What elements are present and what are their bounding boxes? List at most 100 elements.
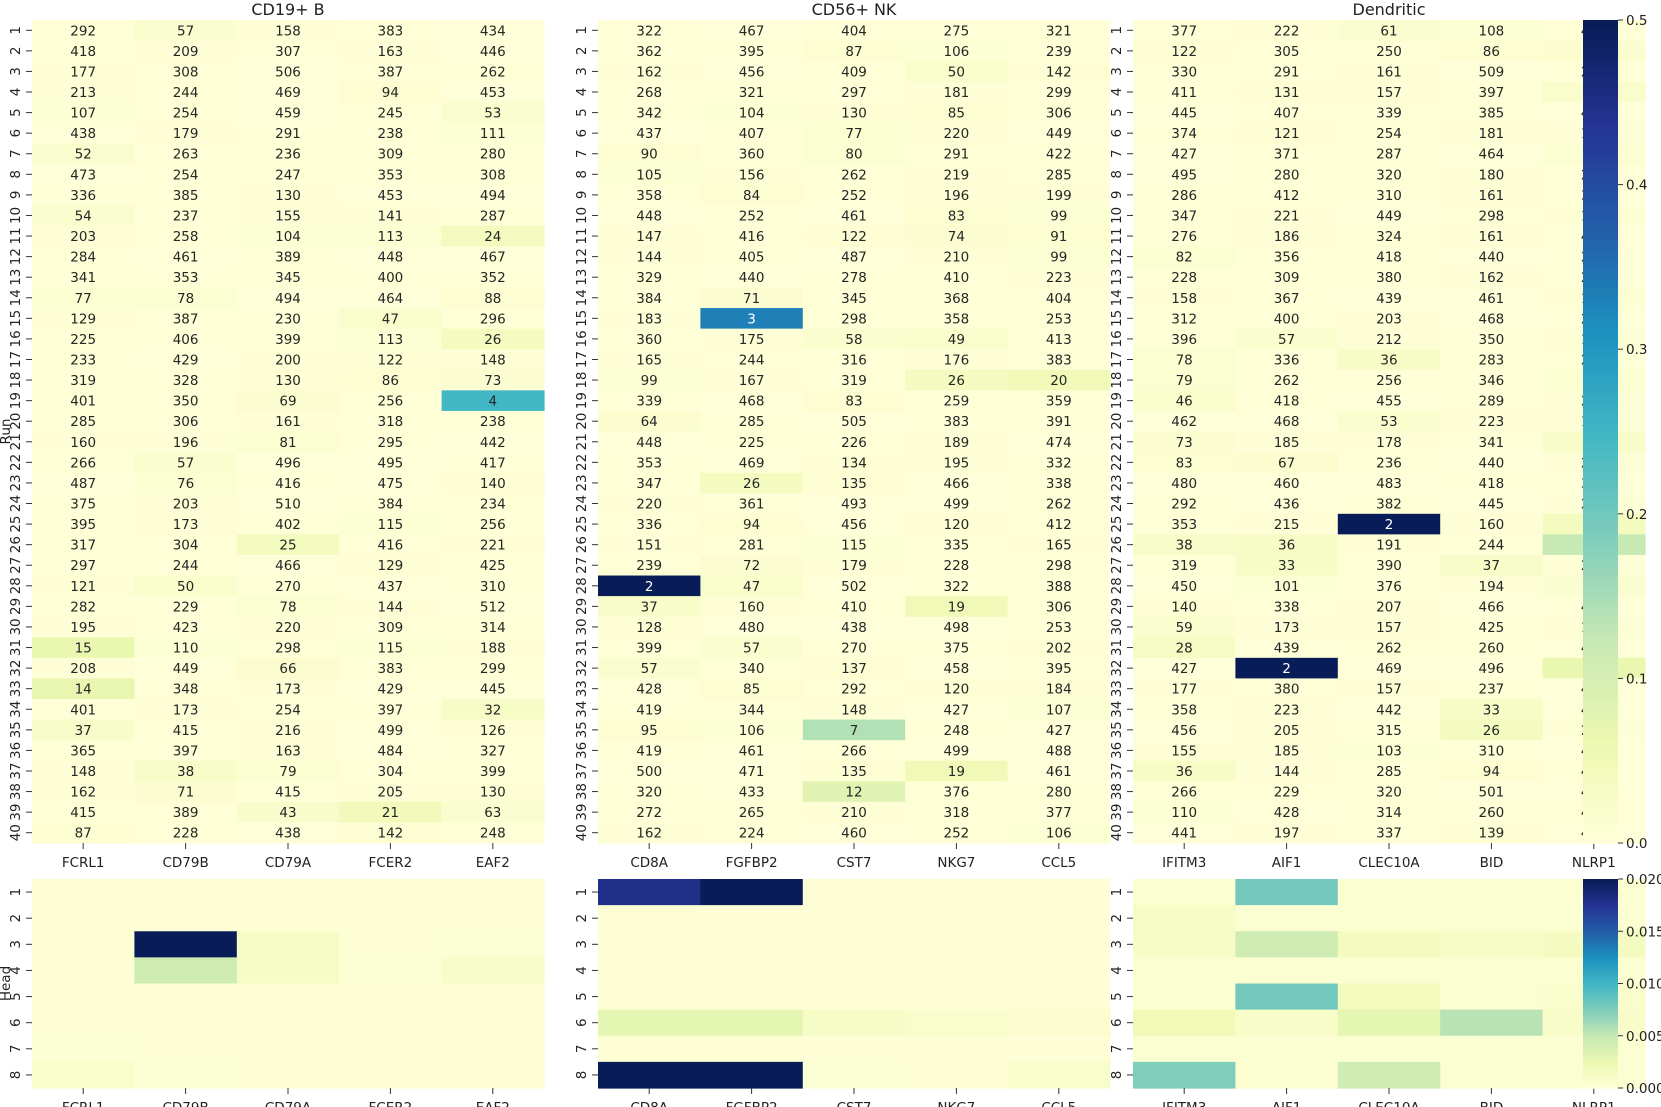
heatmap-cell bbox=[32, 616, 135, 638]
colorbar-tick-label: 0.000 bbox=[1626, 1081, 1661, 1097]
gene-label: CST7 bbox=[837, 855, 872, 871]
cell-value: 353 bbox=[173, 270, 199, 286]
heatmap-cell bbox=[32, 390, 135, 412]
heatmap-cell bbox=[32, 493, 135, 515]
heatmap-cell bbox=[1235, 184, 1339, 206]
heatmap-cell bbox=[32, 205, 135, 227]
row-tick-label: 13 bbox=[1109, 269, 1125, 286]
heatmap-cell bbox=[441, 410, 545, 433]
heatmap-cell bbox=[339, 122, 443, 145]
colorbar-segment bbox=[1583, 939, 1618, 943]
cell-value: 429 bbox=[378, 682, 404, 698]
cell-value: 419 bbox=[636, 743, 662, 759]
colorbar-segment bbox=[1583, 1072, 1618, 1075]
heatmap-cell bbox=[1337, 205, 1441, 227]
heatmap-cell bbox=[441, 472, 545, 494]
heatmap-cell bbox=[802, 637, 906, 659]
row-tick-label: 6 bbox=[8, 1018, 24, 1027]
row-tick-label: 5 bbox=[574, 992, 590, 1001]
colorbar-segment bbox=[1583, 891, 1618, 894]
heatmap-cell bbox=[802, 678, 906, 700]
cell-value: 461 bbox=[1046, 764, 1072, 780]
heatmap-cell bbox=[1440, 905, 1544, 932]
cell-value: 160 bbox=[739, 599, 765, 615]
cell-value: 254 bbox=[1376, 126, 1402, 142]
heatmap-cell bbox=[441, 719, 545, 741]
colorbar-segment bbox=[1583, 919, 1618, 922]
cell-value: 475 bbox=[378, 476, 404, 492]
heatmap-cell bbox=[802, 410, 906, 433]
heatmap-cell bbox=[598, 1009, 701, 1037]
cell-value: 209 bbox=[173, 44, 199, 60]
cell-value: 297 bbox=[70, 558, 96, 574]
row-tick-label: 37 bbox=[574, 762, 590, 779]
cell-value: 256 bbox=[480, 517, 506, 533]
cell-value: 263 bbox=[173, 147, 199, 163]
cell-value: 94 bbox=[1483, 764, 1500, 780]
heatmap-cell bbox=[1440, 308, 1544, 330]
heatmap-cell bbox=[1337, 472, 1441, 494]
heatmap-cell bbox=[441, 616, 545, 638]
gene-label: NKG7 bbox=[937, 1100, 975, 1107]
cell-value: 162 bbox=[636, 826, 662, 842]
row-tick-label: 29 bbox=[1109, 598, 1125, 615]
cell-value: 121 bbox=[70, 579, 96, 595]
heatmap-cell bbox=[134, 452, 238, 474]
heatmap-cell bbox=[1440, 410, 1544, 433]
colorbar-segment bbox=[1583, 678, 1618, 687]
heatmap-cell bbox=[1235, 122, 1339, 145]
heatmap-cell bbox=[598, 513, 701, 535]
cell-value: 59 bbox=[1176, 620, 1193, 636]
heatmap-cell bbox=[32, 81, 135, 103]
cell-value: 130 bbox=[480, 785, 506, 801]
heatmap-cell bbox=[134, 616, 238, 638]
heatmap-cell bbox=[1440, 781, 1544, 803]
colorbar-segment bbox=[1583, 879, 1618, 882]
row-tick-label: 19 bbox=[1109, 392, 1125, 409]
heatmap-cell bbox=[598, 554, 701, 577]
heatmap-cell bbox=[802, 493, 906, 515]
cell-value: 374 bbox=[1171, 126, 1197, 142]
cell-value: 461 bbox=[739, 743, 765, 759]
cell-value: 467 bbox=[480, 250, 506, 266]
colorbar-segment bbox=[1583, 985, 1618, 988]
row-tick-label: 32 bbox=[1109, 660, 1125, 677]
heatmap-cell bbox=[1235, 740, 1339, 762]
cell-value: 494 bbox=[480, 188, 506, 204]
cell-value: 26 bbox=[743, 476, 760, 492]
row-tick-label: 2 bbox=[8, 47, 24, 56]
cell-value: 305 bbox=[1274, 44, 1300, 60]
row-tick-label: 40 bbox=[574, 824, 590, 841]
heatmap-cell bbox=[441, 1061, 545, 1089]
colorbar-segment bbox=[1583, 328, 1618, 337]
cell-value: 338 bbox=[1046, 476, 1072, 492]
heatmap-cell bbox=[441, 760, 545, 782]
gene-label: CD79A bbox=[265, 855, 312, 871]
colorbar-segment bbox=[1583, 931, 1618, 934]
colorbar-segment bbox=[1583, 1053, 1618, 1056]
row-tick-label: 27 bbox=[1109, 557, 1125, 574]
cell-value: 309 bbox=[378, 147, 404, 163]
heatmap-cell bbox=[236, 349, 340, 371]
heatmap-cell bbox=[802, 349, 906, 371]
row-tick-label: 37 bbox=[1109, 762, 1125, 779]
cell-value: 495 bbox=[1171, 167, 1197, 183]
cell-value: 441 bbox=[1171, 826, 1197, 842]
cell-value: 390 bbox=[1376, 558, 1402, 574]
colorbar-segment bbox=[1583, 26, 1618, 35]
row-tick-label: 18 bbox=[1109, 371, 1125, 388]
cell-value: 99 bbox=[1050, 250, 1067, 266]
cell-value: 425 bbox=[480, 558, 506, 574]
cell-value: 416 bbox=[275, 476, 301, 492]
cell-value: 397 bbox=[378, 702, 404, 718]
heatmap-cell bbox=[441, 431, 545, 453]
cell-value: 268 bbox=[636, 85, 662, 101]
heatmap-cell bbox=[134, 1061, 238, 1089]
cell-value: 90 bbox=[641, 147, 658, 163]
colorbar-segment bbox=[1583, 932, 1618, 936]
cell-value: 320 bbox=[636, 785, 662, 801]
cell-value: 287 bbox=[480, 208, 506, 224]
colorbar-segment bbox=[1583, 760, 1618, 769]
heatmap-cell bbox=[1337, 390, 1441, 412]
heatmap-cell bbox=[700, 905, 804, 932]
